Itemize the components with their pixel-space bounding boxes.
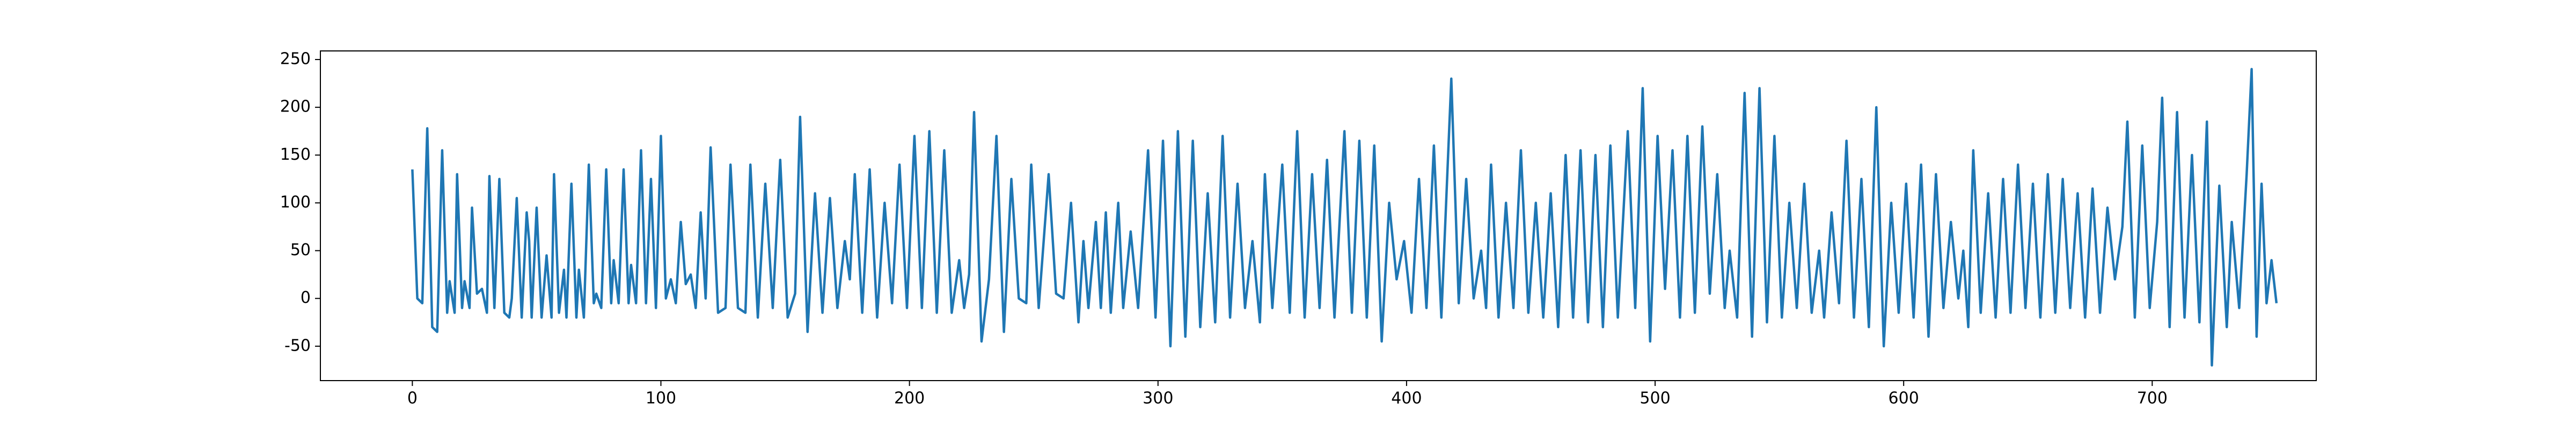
x-tick-label: 100	[646, 389, 676, 408]
x-tick-label: 600	[1889, 389, 1919, 408]
y-tick-label: 50	[290, 241, 311, 259]
y-tick-label: 100	[280, 193, 311, 212]
x-tick-label: 500	[1640, 389, 1670, 408]
y-tick-label: 0	[301, 288, 311, 307]
data-line	[411, 68, 2278, 367]
x-tick-label: 200	[894, 389, 925, 408]
y-tick-label: 200	[280, 98, 311, 116]
x-tick-label: 400	[1391, 389, 1422, 408]
y-tick-label: 250	[280, 50, 311, 69]
x-tick-label: 0	[407, 389, 418, 408]
x-tick-label: 300	[1143, 389, 1173, 408]
plot-frame	[320, 50, 2317, 381]
y-tick-label: 150	[280, 145, 311, 164]
y-tick-label: -50	[284, 336, 311, 355]
x-tick-label: 700	[2137, 389, 2168, 408]
